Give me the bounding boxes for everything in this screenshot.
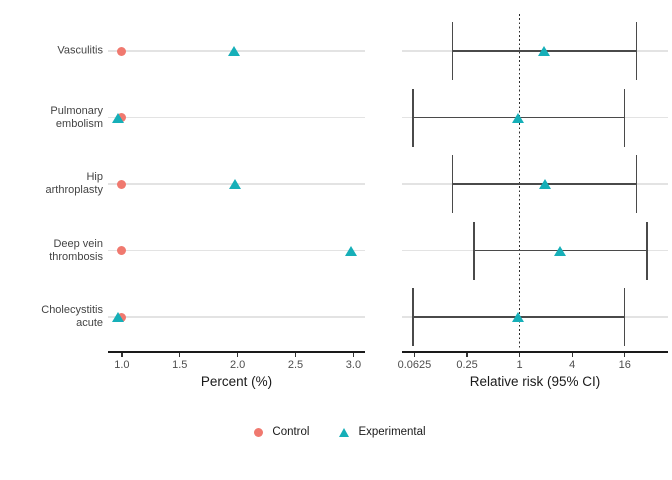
control-point [117, 246, 127, 255]
ci-cap-high [635, 22, 638, 80]
x-axis-tick-label: 0.0625 [397, 359, 432, 371]
ci-cap-low [451, 22, 454, 80]
category-label: Deep vein thrombosis [49, 237, 103, 263]
ci-cap-low [451, 155, 454, 213]
legend-label: Experimental [358, 426, 426, 438]
ci-cap-high [623, 288, 626, 346]
reference-line-rr-1 [518, 14, 521, 348]
x-axis-tick [179, 352, 181, 357]
gridline [108, 249, 365, 252]
category-label: Vasculitis [57, 44, 103, 57]
rr-estimate-point [538, 179, 551, 189]
legend-item-control: Control [254, 426, 309, 438]
ci-cap-low [412, 288, 414, 346]
x-axis-tick [571, 352, 573, 357]
x-axis-tick [519, 352, 521, 357]
experimental-point [112, 312, 125, 322]
x-axis-tick-label: 4 [569, 359, 576, 371]
gridline [108, 116, 365, 119]
x-axis-tick-label: 1.5 [172, 359, 188, 371]
rr-estimate-point [512, 312, 525, 322]
x-axis-tick [466, 352, 468, 357]
control-point [117, 179, 127, 189]
experimental-triangle-icon [339, 427, 350, 437]
category-label: Cholecystitis acute [41, 304, 103, 329]
x-axis-line [108, 351, 365, 353]
x-axis-tick-label: 1.0 [114, 359, 130, 371]
legend-label: Control [272, 426, 310, 438]
x-axis-tick [121, 352, 123, 357]
legend-item-experimental: Experimental [339, 426, 426, 438]
legend: Control Experimental [0, 426, 672, 438]
rr-estimate-point [537, 46, 550, 56]
x-axis-tick-label: 16 [618, 359, 631, 371]
x-axis-tick-label: 0.25 [456, 359, 478, 371]
x-axis-tick [624, 352, 626, 357]
ci-cap-high [635, 155, 638, 213]
rr-estimate-point [554, 245, 566, 256]
x-axis-tick-label: 2.5 [287, 359, 304, 371]
category-label: Hip arthroplasty [45, 171, 103, 196]
x-axis-tick-label: 2.0 [230, 359, 246, 371]
x-axis-tick-label: 1 [516, 359, 523, 371]
x-axis-title-percent: Percent (%) [200, 374, 273, 389]
ci-cap-high [646, 221, 648, 280]
experimental-point [229, 179, 242, 189]
control-point [117, 46, 127, 56]
ci-cap-low [473, 221, 475, 280]
x-axis-tick-label: 3.0 [345, 359, 362, 371]
x-axis-tick [294, 352, 297, 357]
category-label: Pulmonary embolism [50, 104, 103, 130]
x-axis-tick [413, 352, 416, 357]
ci-cap-low [412, 88, 414, 147]
x-axis-line [402, 351, 668, 353]
ci-cap-high [623, 88, 626, 147]
rr-estimate-point [512, 112, 525, 123]
experimental-point [228, 46, 241, 56]
gridline [108, 316, 365, 318]
experimental-point [345, 245, 358, 256]
control-circle-icon [254, 427, 264, 437]
x-axis-title-relative-risk: Relative risk (95% CI) [469, 374, 601, 389]
x-axis-tick [237, 352, 239, 357]
x-axis-tick [352, 352, 355, 357]
experimental-point [112, 112, 125, 123]
